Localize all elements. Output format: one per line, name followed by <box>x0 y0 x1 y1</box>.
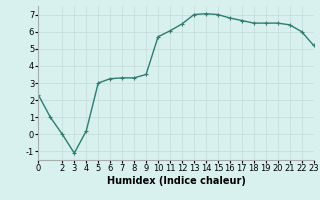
X-axis label: Humidex (Indice chaleur): Humidex (Indice chaleur) <box>107 176 245 186</box>
